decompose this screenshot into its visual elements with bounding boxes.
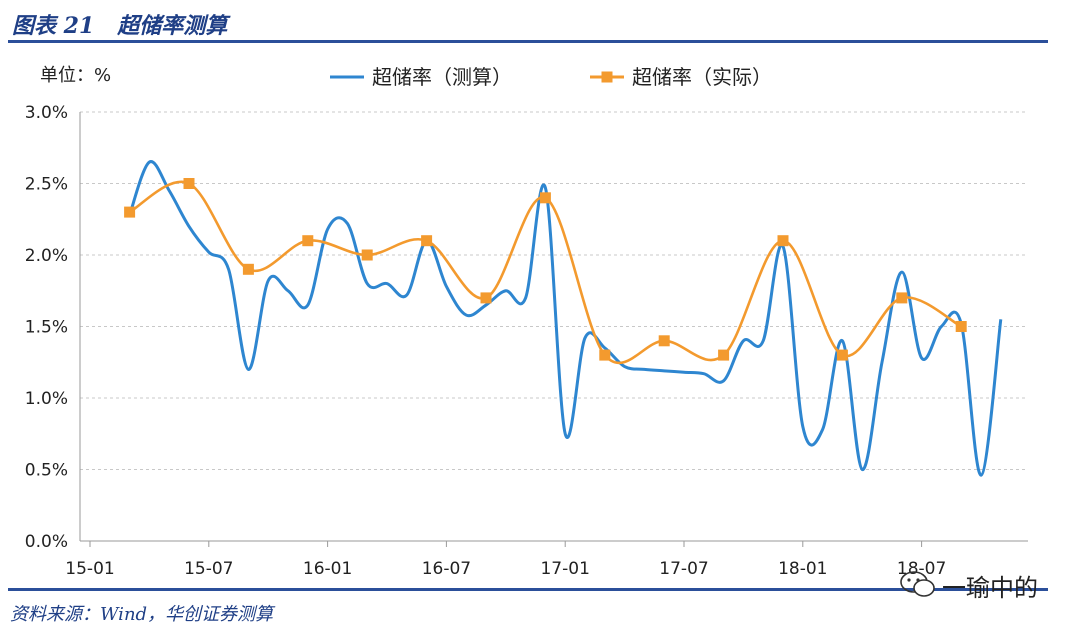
top-rule: [8, 40, 1048, 43]
figure-header: 图表 21 超储率测算: [8, 2, 1048, 39]
x-tick-label: 18-01: [778, 559, 827, 579]
legend-label: 超储率（测算）: [372, 65, 512, 89]
data-point-actual: [539, 192, 551, 204]
x-tick-label: 15-01: [65, 559, 114, 579]
data-point-actual: [421, 235, 433, 247]
grid-layer: [80, 111, 1028, 470]
watermark: 一瑜中的: [898, 566, 1048, 602]
data-point-actual: [361, 249, 373, 261]
y-tick-label: 0.5%: [25, 461, 68, 481]
data-point-actual: [124, 206, 136, 218]
data-point-actual: [658, 335, 670, 347]
x-tick-label: 17-07: [659, 559, 708, 579]
data-point-actual: [242, 263, 254, 275]
unit-label: 单位：%: [40, 65, 111, 86]
figure-title: 图表 21 超储率测算: [12, 13, 228, 39]
bottom-rule: [8, 588, 1048, 591]
legend-label: 超储率（实际）: [632, 65, 772, 89]
y-tick-label: 1.0%: [25, 389, 68, 409]
x-tick-label: 16-01: [303, 559, 352, 579]
x-tick-label: 17-01: [540, 559, 589, 579]
y-tick-label: 0.0%: [25, 532, 68, 552]
figure-source: 资料来源：Wind，华创证券测算: [10, 604, 274, 625]
y-tick-label: 2.0%: [25, 246, 68, 266]
data-point-actual: [599, 349, 611, 361]
x-tick-label: 18-07: [897, 559, 946, 579]
y-tick-label: 1.5%: [25, 318, 68, 338]
data-point-actual: [183, 178, 195, 189]
wechat-icon: [900, 571, 935, 597]
data-point-actual: [302, 235, 314, 247]
x-tick-label: 15-07: [184, 559, 233, 579]
watermark-text: 一瑜中的: [942, 574, 1038, 602]
legend: 超储率（测算） 超储率（实际）: [330, 65, 772, 89]
legend-marker: [601, 71, 613, 83]
data-point-actual: [896, 292, 908, 304]
data-point-actual: [777, 235, 789, 247]
data-point-actual: [836, 349, 848, 361]
y-tick-label: 2.5%: [25, 175, 68, 195]
data-point-actual: [480, 292, 492, 304]
series-layer: [124, 160, 1003, 477]
data-point-actual: [955, 321, 967, 332]
series-line-actual: [128, 180, 962, 365]
y-tick-label: 3.0%: [25, 103, 68, 123]
x-tick-label: 16-07: [422, 559, 471, 579]
series-line-estimated: [128, 160, 1003, 477]
data-point-actual: [718, 349, 730, 361]
axis-layer: 0.0% 0.5% 1.0% 1.5% 2.0% 2.5% 3.0% 15-01 15-07 16…: [25, 103, 1028, 579]
